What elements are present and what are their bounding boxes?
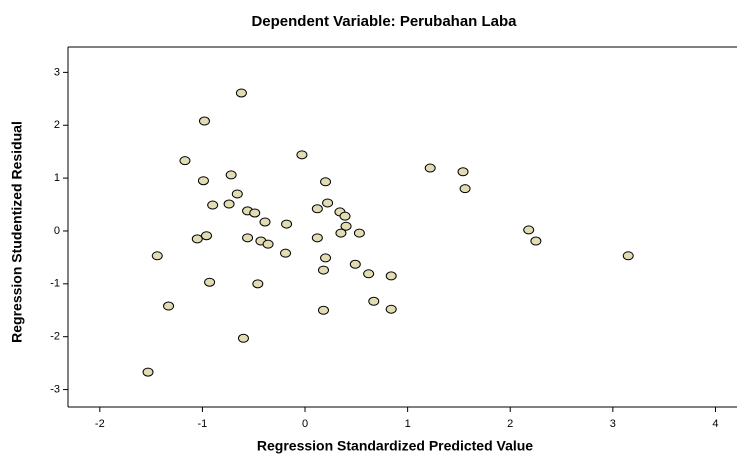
point xyxy=(207,200,219,210)
y-tick-label: -1 xyxy=(50,278,60,290)
point xyxy=(349,259,361,269)
point xyxy=(237,333,249,343)
point xyxy=(204,277,216,287)
x-tick-label: 3 xyxy=(610,418,616,430)
point xyxy=(530,236,542,246)
point xyxy=(622,251,634,261)
point xyxy=(363,269,375,279)
point xyxy=(368,296,380,306)
y-tick-label: 0 xyxy=(54,225,60,237)
point xyxy=(317,265,329,275)
y-tick-label: 3 xyxy=(54,66,60,78)
point xyxy=(385,271,397,281)
point xyxy=(320,253,332,263)
x-tick-label: 2 xyxy=(507,418,513,430)
point xyxy=(317,305,329,315)
point xyxy=(201,231,213,241)
point xyxy=(320,177,332,187)
point xyxy=(252,279,264,289)
point xyxy=(281,219,293,229)
y-tick-label: 2 xyxy=(54,119,60,131)
chart-title: Dependent Variable: Perubahan Laba xyxy=(251,13,517,30)
point xyxy=(163,301,175,311)
point xyxy=(322,198,334,208)
point xyxy=(259,217,271,227)
x-tick-label: -2 xyxy=(95,418,105,430)
point xyxy=(249,208,261,218)
point xyxy=(339,211,351,221)
y-axis-label: Regression Studentized Residual xyxy=(9,121,25,343)
x-tick-label: -1 xyxy=(198,418,208,430)
point xyxy=(198,116,210,126)
point xyxy=(142,367,154,377)
point xyxy=(235,88,247,98)
point xyxy=(225,170,237,180)
point xyxy=(523,225,535,235)
point xyxy=(151,251,163,261)
x-tick-label: 0 xyxy=(302,418,308,430)
y-tick-label: -2 xyxy=(50,331,60,343)
point xyxy=(335,228,347,238)
point xyxy=(457,167,469,177)
point xyxy=(191,234,203,244)
point xyxy=(353,228,365,238)
point xyxy=(296,150,308,160)
point xyxy=(262,239,274,249)
point xyxy=(311,204,323,214)
point xyxy=(311,233,323,243)
x-axis-label: Regression Standardized Predicted Value xyxy=(257,438,533,454)
point xyxy=(340,221,352,231)
point xyxy=(242,233,254,243)
x-tick-label: 4 xyxy=(712,418,718,430)
point xyxy=(280,248,292,258)
point xyxy=(223,199,235,209)
point xyxy=(179,156,191,166)
y-tick-label: 1 xyxy=(54,172,60,184)
point xyxy=(231,189,243,199)
point xyxy=(459,184,471,194)
x-tick-label: 1 xyxy=(405,418,411,430)
point xyxy=(197,176,209,186)
point xyxy=(385,304,397,314)
point xyxy=(424,163,436,173)
y-tick-label: -3 xyxy=(50,383,60,395)
